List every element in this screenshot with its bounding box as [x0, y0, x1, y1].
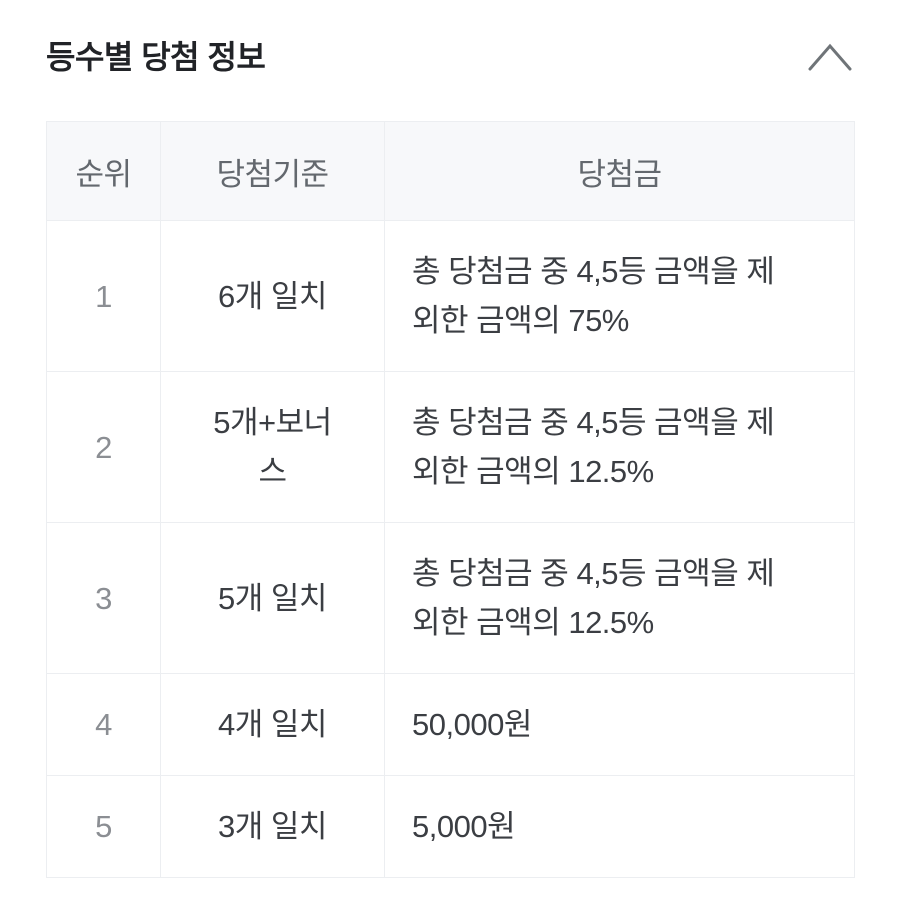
criteria-cell: 3개 일치	[160, 775, 385, 878]
criteria-cell: 5개+보너 스	[160, 371, 385, 523]
column-header-prize: 당첨금	[384, 121, 855, 221]
prize-cell: 5,000원	[384, 775, 855, 878]
criteria-cell: 4개 일치	[160, 673, 385, 776]
prize-cell: 50,000원	[384, 673, 855, 776]
column-header-rank: 순위	[46, 121, 161, 221]
panel-header: 등수별 당첨 정보	[46, 30, 854, 84]
prize-table-header: 순위 당첨기준 당첨금	[46, 121, 855, 221]
table-row: 4 4개 일치 50,000원	[46, 673, 855, 776]
rank-cell: 5	[46, 775, 161, 878]
column-header-criteria: 당첨기준	[160, 121, 385, 221]
header-row: 순위 당첨기준 당첨금	[46, 121, 855, 221]
table-row: 1 6개 일치 총 당첨금 중 4,5등 금액을 제 외한 금액의 75%	[46, 220, 855, 372]
rank-cell: 4	[46, 673, 161, 776]
table-row: 5 3개 일치 5,000원	[46, 775, 855, 878]
prize-cell: 총 당첨금 중 4,5등 금액을 제 외한 금액의 12.5%	[384, 522, 855, 674]
criteria-cell: 5개 일치	[160, 522, 385, 674]
table-row: 3 5개 일치 총 당첨금 중 4,5등 금액을 제 외한 금액의 12.5%	[46, 522, 855, 674]
prize-cell: 총 당첨금 중 4,5등 금액을 제 외한 금액의 12.5%	[384, 371, 855, 523]
rank-cell: 1	[46, 220, 161, 372]
collapse-button[interactable]	[806, 37, 854, 77]
rank-cell: 3	[46, 522, 161, 674]
table-body: 1 6개 일치 총 당첨금 중 4,5등 금액을 제 외한 금액의 75% 2 5개+보…	[46, 220, 855, 878]
criteria-cell: 6개 일치	[160, 220, 385, 372]
prize-table: 순위 당첨기준 당첨금 1 6개 일치 총 당첨금 중 4,5등 금액을 제 외한 …	[46, 121, 855, 878]
chevron-up-icon	[807, 42, 853, 72]
rank-cell: 2	[46, 371, 161, 523]
page-title: 등수별 당첨 정보	[46, 39, 266, 75]
prize-cell: 총 당첨금 중 4,5등 금액을 제 외한 금액의 75%	[384, 220, 855, 372]
